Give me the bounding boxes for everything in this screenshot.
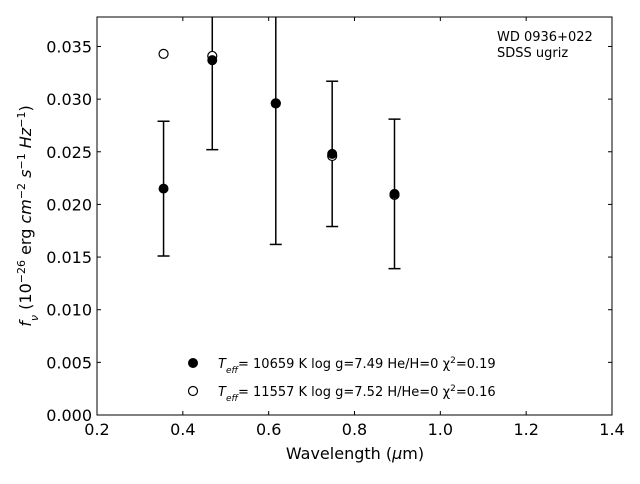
annotation-line-1: WD 0936+022 — [497, 30, 593, 45]
model-point — [158, 48, 169, 59]
x-tick-label: 0.4 — [170, 420, 195, 439]
y-tick-label: 0.000 — [46, 406, 92, 425]
x-tick-label: 0.2 — [84, 420, 109, 439]
x-axis-label: Wavelength (μm) — [286, 444, 424, 463]
observed-point — [327, 148, 338, 159]
annotation-line-2: SDSS ugriz — [497, 46, 568, 61]
y-tick-label: 0.005 — [46, 353, 92, 372]
plot-frame — [96, 16, 613, 416]
y-tick-label: 0.020 — [46, 195, 92, 214]
y-tick-label: 0.035 — [46, 37, 92, 56]
y-tick-label: 0.015 — [46, 248, 92, 267]
observed-point — [389, 188, 400, 199]
y-axis-label: fν (10−26 erg cm−2 s−1 Hz−1) — [15, 105, 41, 326]
x-tick-label: 1.2 — [513, 420, 538, 439]
legend-label-observed: Teff= 10659 K log g=7.49 He/H=0 χ2=0.19 — [218, 356, 496, 376]
legend-label-model: Teff= 11557 K log g=7.52 H/He=0 χ2=0.16 — [218, 384, 496, 404]
y-tick-label: 0.010 — [46, 301, 92, 320]
x-tick-label: 0.8 — [342, 420, 367, 439]
observed-point — [270, 98, 281, 109]
axes: 0.2 0.4 0.6 0.8 1.0 1.2 1.4 0.000 0.005 0.010 0.01… — [46, 16, 625, 439]
x-tick-label: 0.6 — [256, 420, 281, 439]
legend-marker-model — [187, 385, 199, 397]
x-tick-label: 1.4 — [599, 420, 624, 439]
observed-point — [158, 183, 169, 194]
legend: Teff= 10659 K log g=7.49 He/H=0 χ2=0.19 … — [187, 356, 496, 404]
y-tick-label: 0.025 — [46, 143, 92, 162]
observed-point — [207, 55, 218, 66]
y-tick-label: 0.030 — [46, 90, 92, 109]
data-layer — [157, 17, 401, 270]
x-tick-label: 1.0 — [428, 420, 453, 439]
legend-marker-observed — [188, 358, 198, 368]
